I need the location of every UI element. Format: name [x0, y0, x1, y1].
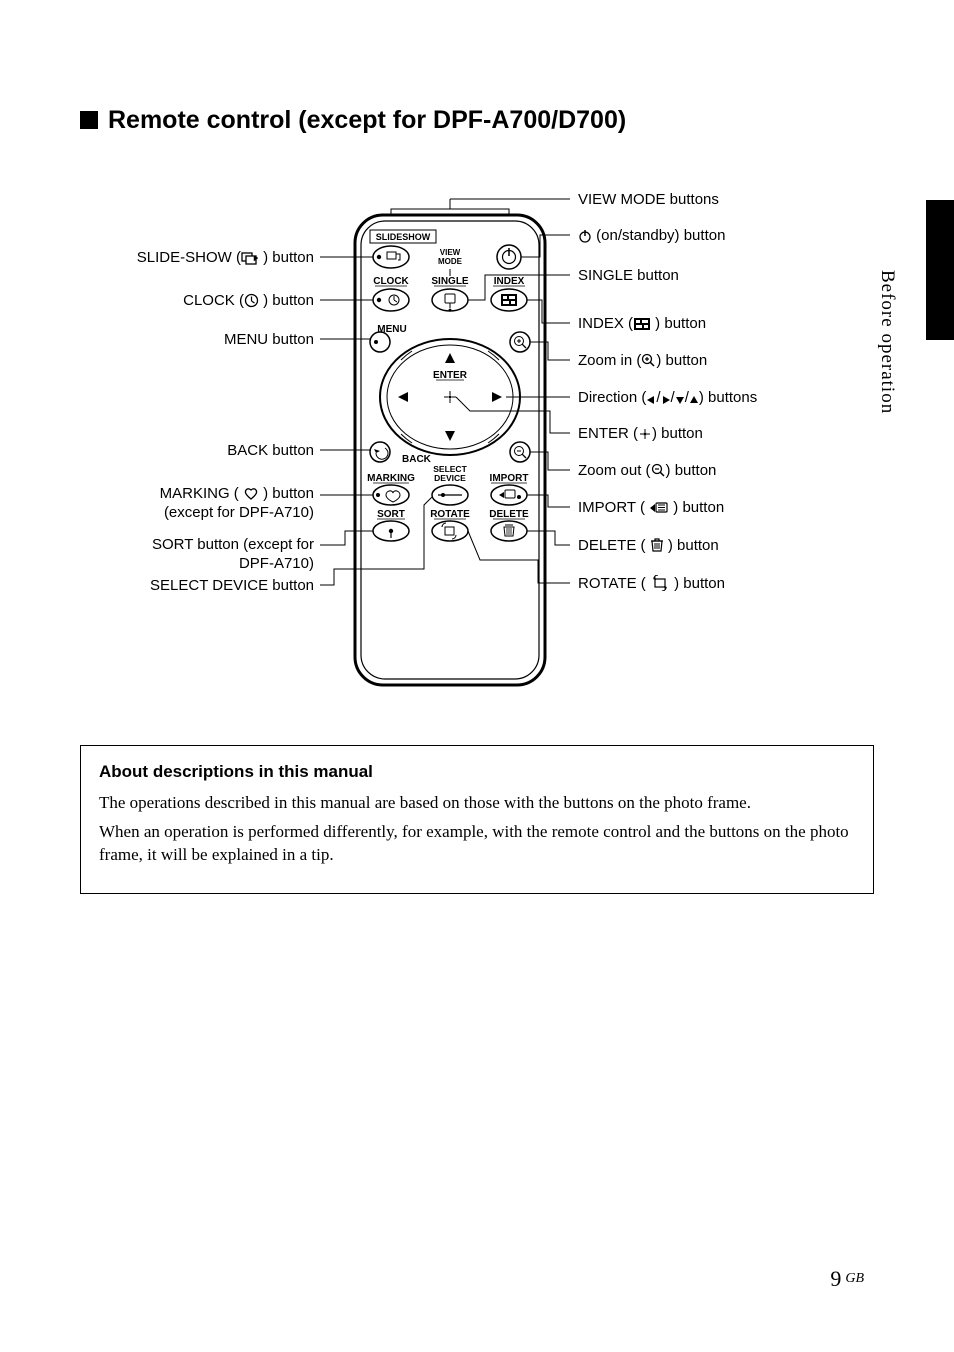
label-sort: SORT button (except forDPF-A710)	[152, 536, 314, 574]
btn-single-label: SINGLE	[431, 276, 469, 287]
label-back: BACK button	[227, 442, 314, 461]
enter-icon	[638, 427, 652, 441]
btn-menu-label: MENU	[377, 324, 406, 335]
section-title: Remote control (except for DPF-A700/D700…	[80, 106, 874, 135]
info-p2: When an operation is performed different…	[99, 821, 855, 867]
remote-body: SLIDESHOW VIEWMODE CLOCK SINGLE INDEX	[80, 165, 545, 685]
btn-clock-label: CLOCK	[373, 276, 409, 287]
arrow-up-icon	[689, 395, 699, 405]
btn-sort-label: SORT	[377, 509, 405, 520]
label-marking: MARKING ( ) button (except for DPF-A710)	[160, 485, 314, 523]
btn-selectdevice-label: SELECTDEVICE	[433, 464, 467, 483]
info-p1: The operations described in this manual …	[99, 792, 855, 815]
label-menu: MENU button	[224, 331, 314, 350]
zoom-out-icon	[651, 463, 666, 478]
label-rotate: ROTATE ( ) button	[578, 575, 725, 594]
rotate-icon	[650, 575, 670, 591]
label-clock: CLOCK ( ) button	[183, 292, 314, 311]
label-import: IMPORT ( ) button	[578, 499, 724, 518]
trash-icon	[650, 537, 664, 553]
label-enter: ENTER () button	[578, 425, 703, 444]
btn-slideshow-label: SLIDESHOW	[376, 232, 431, 242]
arrow-right-icon	[661, 395, 671, 405]
slideshow-icon	[241, 251, 259, 265]
info-heading: About descriptions in this manual	[99, 762, 855, 782]
btn-index-label: INDEX	[494, 276, 525, 287]
index-icon	[633, 317, 651, 331]
power-icon	[578, 229, 592, 243]
page-number: 9 GB	[830, 1266, 864, 1292]
btn-delete-label: DELETE	[489, 509, 529, 520]
btn-marking-label: MARKING	[367, 473, 415, 484]
label-zoomout: Zoom out () button	[578, 462, 716, 481]
diagram-svg: SLIDESHOW VIEWMODE CLOCK SINGLE INDEX	[80, 165, 874, 705]
label-select-device: SELECT DEVICE button	[150, 577, 314, 596]
bullet-square-icon	[80, 111, 98, 129]
info-box: About descriptions in this manual The op…	[80, 745, 874, 894]
page-region: GB	[845, 1271, 864, 1286]
side-tab-text: Before operation	[876, 270, 898, 414]
page: Remote control (except for DPF-A700/D700…	[0, 0, 954, 1352]
side-tab	[926, 200, 954, 340]
arrow-left-icon	[646, 395, 656, 405]
clock-icon	[244, 293, 259, 308]
page-number-value: 9	[830, 1266, 841, 1291]
heart-icon	[243, 487, 259, 501]
import-icon	[649, 501, 669, 515]
zoom-in-icon	[641, 353, 656, 368]
btn-rotate-label: ROTATE	[430, 509, 470, 520]
label-viewmode: VIEW MODE buttons	[578, 191, 719, 210]
label-direction: Direction (///) buttons	[578, 389, 757, 408]
title-text: Remote control (except for DPF-A700/D700…	[108, 106, 626, 134]
label-index: INDEX ( ) button	[578, 315, 706, 334]
label-single: SINGLE button	[578, 267, 679, 286]
btn-enter-label: ENTER	[433, 370, 468, 381]
arrow-down-icon	[675, 395, 685, 405]
btn-viewmode-label: VIEWMODE	[438, 248, 463, 266]
label-slideshow: SLIDE-SHOW ( ) button	[137, 249, 314, 268]
btn-import-label: IMPORT	[490, 473, 529, 484]
label-delete: DELETE ( ) button	[578, 537, 719, 556]
btn-back-label: BACK	[402, 454, 432, 465]
remote-diagram: SLIDESHOW VIEWMODE CLOCK SINGLE INDEX	[80, 165, 874, 705]
label-zoomin: Zoom in () button	[578, 352, 707, 371]
label-standby: (on/standby) button	[578, 227, 725, 246]
